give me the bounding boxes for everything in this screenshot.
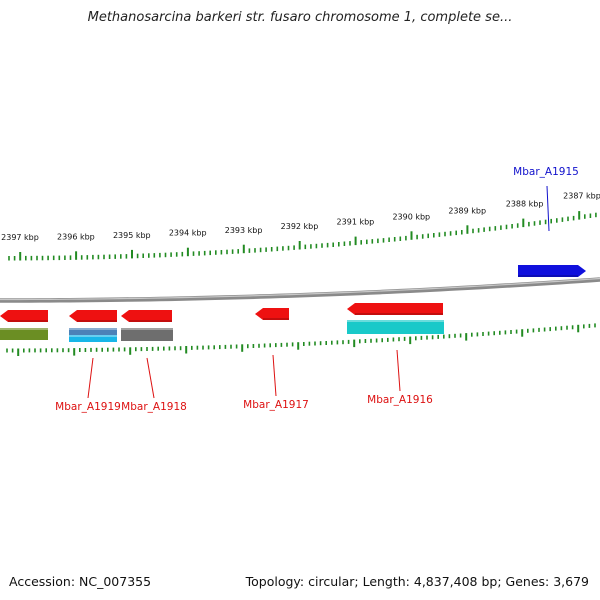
gene-arrow-mbar_a1919-shadow <box>77 320 117 322</box>
gene-label-leader <box>87 357 94 399</box>
cog-skyblue-highlight <box>69 335 117 337</box>
gene-arrow-mbar_a1915[interactable] <box>518 265 586 277</box>
cog-skyblue-block <box>69 335 117 342</box>
gene-arrow-mbar_a1918[interactable] <box>121 310 172 322</box>
scale-label: 2387 kbp <box>563 192 600 201</box>
scale-label: 2390 kbp <box>392 212 430 221</box>
cog-olive-block <box>0 328 48 340</box>
map-title: Methanosarcina barkeri str. fusaro chrom… <box>87 10 513 25</box>
cog-gray-block <box>121 328 173 341</box>
gene-label-leader <box>396 349 401 392</box>
gene-label-mbar_a1917[interactable]: Mbar_A1917 <box>243 399 309 411</box>
scale-label: 2392 kbp <box>281 222 319 231</box>
gene-label-leader <box>546 185 550 232</box>
gene-arrow-mbar_a1916-shadow <box>355 313 443 315</box>
cog-steelblue-highlight <box>69 328 117 330</box>
gene-arrow-mbar_a1919[interactable] <box>69 310 117 322</box>
gene-label-leader <box>272 354 277 397</box>
scale-labels: 2397 kbp 2396 kbp 2395 kbp 2394 kbp 2393 kbp… <box>1 192 600 242</box>
gene-arrow-partial[interactable] <box>0 310 48 322</box>
accession-text: Accession: NC_007355 <box>9 574 152 589</box>
genome-summary-text: Topology: circular; Length: 4,837,408 bp… <box>245 574 589 589</box>
gene-arrow-partial-shadow <box>8 320 48 322</box>
cog-gray-highlight <box>121 328 173 330</box>
scale-label: 2394 kbp <box>169 229 207 238</box>
cog-cyan-block <box>347 320 444 334</box>
gene-arrow-mbar_a1915-shadow <box>518 275 578 277</box>
gene-arrow-mbar_a1917[interactable] <box>255 308 289 320</box>
scale-label: 2395 kbp <box>113 231 151 240</box>
cog-olive-highlight <box>0 328 48 330</box>
gene-label-mbar_a1916[interactable]: Mbar_A1916 <box>367 394 433 406</box>
gene-label-mbar_a1915[interactable]: Mbar_A1915 <box>513 166 579 178</box>
scale-label: 2393 kbp <box>225 226 263 235</box>
inner-tick-track <box>6 323 596 356</box>
chromosome-backbone <box>0 277 600 303</box>
gene-arrow-mbar_a1917-shadow <box>263 318 289 320</box>
gene-arrow-mbar_a1918-shadow <box>129 320 172 322</box>
chromosome-arc-highlight <box>0 277 600 301</box>
cog-cyan-highlight <box>347 320 444 322</box>
gene-label-leader <box>146 357 155 399</box>
scale-label: 2396 kbp <box>57 232 95 241</box>
gene-arrow-mbar_a1916[interactable] <box>347 303 443 315</box>
gene-label-mbar_a1918[interactable]: Mbar_A1918 <box>121 401 187 413</box>
cog-track <box>0 320 444 342</box>
gene-track <box>0 265 586 322</box>
outer-tick-track <box>8 211 597 261</box>
cog-steelblue-block <box>69 328 117 335</box>
gene-label-mbar_a1919[interactable]: Mbar_A1919 <box>55 401 121 413</box>
scale-label: 2389 kbp <box>448 206 486 215</box>
scale-label: 2391 kbp <box>337 218 375 227</box>
gene-labels: Mbar_A1919 Mbar_A1918 Mbar_A1917 Mbar_A1916… <box>55 166 579 413</box>
scale-label: 2388 kbp <box>506 199 544 208</box>
chromosome-arc <box>0 277 600 303</box>
scale-label: 2397 kbp <box>1 233 39 242</box>
